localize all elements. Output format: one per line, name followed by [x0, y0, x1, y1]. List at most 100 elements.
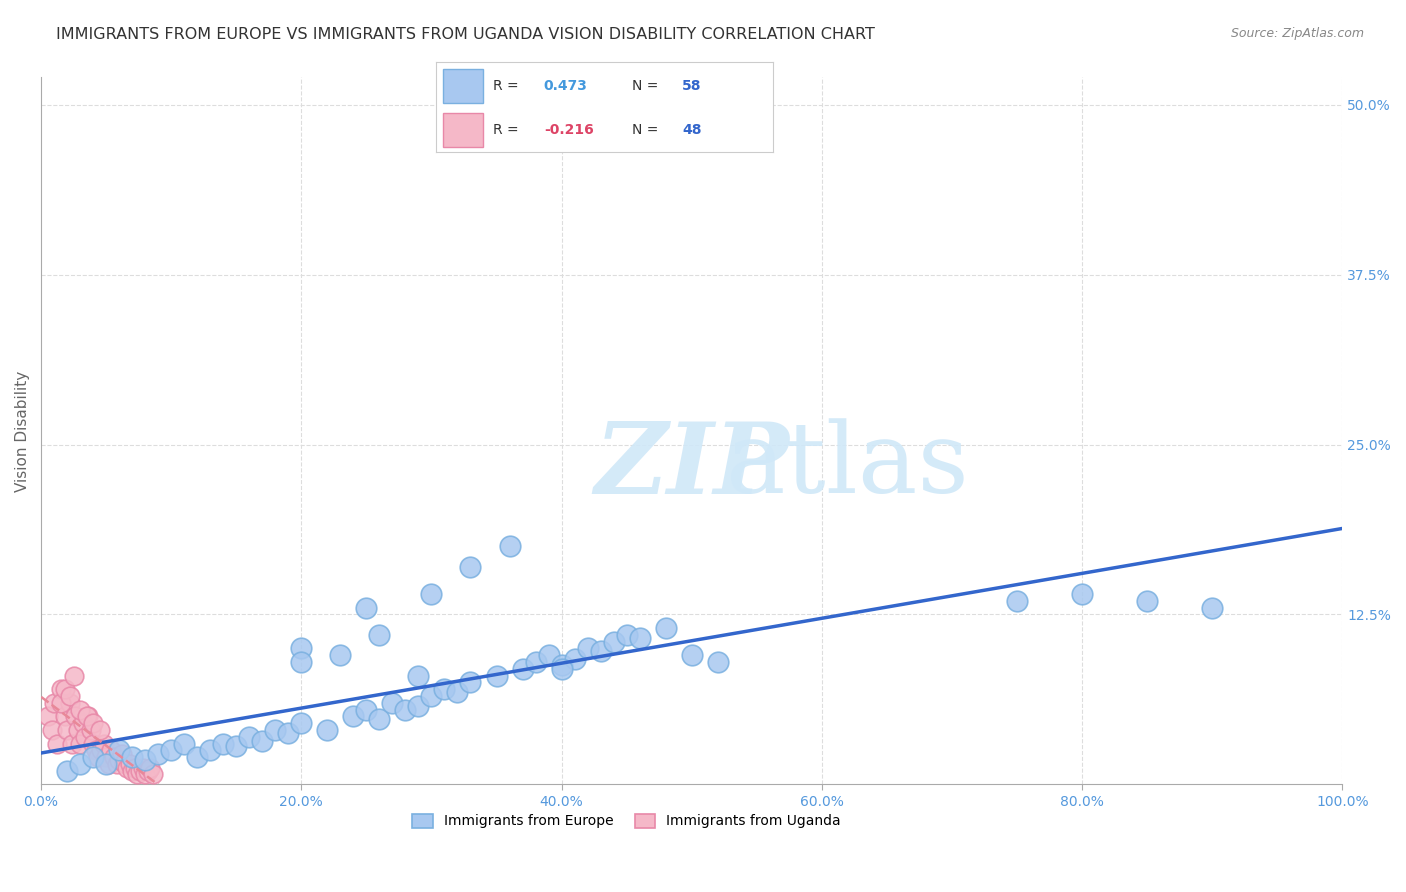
Point: [550, 662, 572, 676]
Point: [84, 743, 107, 757]
Point: [200, 743, 222, 757]
Point: [252, 734, 274, 748]
Point: [277, 725, 299, 739]
Point: [42, 696, 65, 710]
Point: [53, 709, 76, 723]
Point: [446, 685, 468, 699]
Point: [82, 737, 104, 751]
Point: [100, 743, 122, 757]
Legend: Immigrants from Europe, Immigrants from Uganda: Immigrants from Europe, Immigrants from …: [406, 808, 846, 834]
Point: [342, 709, 364, 723]
Point: [512, 662, 534, 676]
Point: [90, 743, 112, 757]
Point: [69, 703, 91, 717]
Point: [408, 668, 430, 682]
Text: 58: 58: [682, 78, 702, 93]
Point: [56, 723, 79, 737]
Point: [602, 634, 624, 648]
Point: [96, 757, 118, 772]
Point: [59, 689, 82, 703]
Point: [108, 743, 131, 757]
Point: [60, 737, 83, 751]
Point: [56, 764, 79, 778]
Point: [41, 723, 63, 737]
Point: [96, 750, 118, 764]
Point: [118, 757, 141, 772]
Point: [82, 716, 104, 731]
Point: [134, 766, 156, 780]
Point: [264, 723, 287, 737]
Text: 0.473: 0.473: [544, 78, 588, 93]
Point: [225, 739, 247, 754]
Point: [524, 655, 547, 669]
Point: [97, 757, 120, 772]
Bar: [443, 69, 484, 103]
Point: [316, 723, 339, 737]
Point: [290, 641, 312, 656]
Point: [105, 757, 128, 772]
Point: [49, 696, 72, 710]
Point: [108, 753, 131, 767]
Point: [69, 737, 91, 751]
Point: [238, 730, 260, 744]
Point: [49, 682, 72, 697]
Point: [112, 756, 135, 770]
Point: [82, 750, 104, 764]
Text: R =: R =: [494, 123, 519, 137]
Point: [1005, 594, 1028, 608]
Text: -0.216: -0.216: [544, 123, 593, 137]
Point: [616, 628, 638, 642]
Text: Source: ZipAtlas.com: Source: ZipAtlas.com: [1230, 27, 1364, 40]
Point: [1071, 587, 1094, 601]
Point: [706, 655, 728, 669]
Point: [142, 766, 165, 780]
Point: [121, 750, 143, 764]
Point: [160, 743, 183, 757]
Point: [537, 648, 560, 663]
Point: [212, 737, 235, 751]
Point: [139, 761, 162, 775]
Point: [290, 716, 312, 731]
Point: [75, 730, 97, 744]
Point: [420, 689, 443, 703]
Text: R =: R =: [494, 78, 519, 93]
Point: [103, 750, 125, 764]
Point: [87, 750, 110, 764]
Point: [1136, 594, 1159, 608]
Point: [72, 716, 94, 731]
Point: [62, 668, 84, 682]
Point: [564, 652, 586, 666]
Point: [460, 675, 482, 690]
Point: [63, 709, 86, 723]
Point: [131, 761, 153, 775]
Point: [136, 764, 159, 778]
Point: [550, 657, 572, 672]
Point: [654, 621, 676, 635]
Point: [79, 723, 101, 737]
Point: [368, 628, 391, 642]
Point: [356, 703, 378, 717]
Point: [127, 766, 149, 780]
Point: [408, 698, 430, 713]
Text: N =: N =: [631, 78, 658, 93]
Point: [1201, 600, 1223, 615]
Y-axis label: Vision Disability: Vision Disability: [15, 370, 30, 491]
Point: [76, 709, 98, 723]
Point: [134, 753, 156, 767]
Point: [148, 747, 170, 762]
Point: [576, 641, 599, 656]
Point: [45, 737, 67, 751]
Point: [381, 696, 404, 710]
Point: [69, 757, 91, 772]
Point: [356, 600, 378, 615]
Point: [460, 560, 482, 574]
Text: atlas: atlas: [727, 418, 969, 514]
Text: IMMIGRANTS FROM EUROPE VS IMMIGRANTS FROM UGANDA VISION DISABILITY CORRELATION C: IMMIGRANTS FROM EUROPE VS IMMIGRANTS FRO…: [56, 27, 875, 42]
Point: [420, 587, 443, 601]
Point: [37, 709, 59, 723]
Point: [129, 764, 152, 778]
Text: ZIP: ZIP: [595, 418, 789, 515]
Point: [111, 747, 134, 762]
Point: [89, 723, 111, 737]
Point: [290, 655, 312, 669]
